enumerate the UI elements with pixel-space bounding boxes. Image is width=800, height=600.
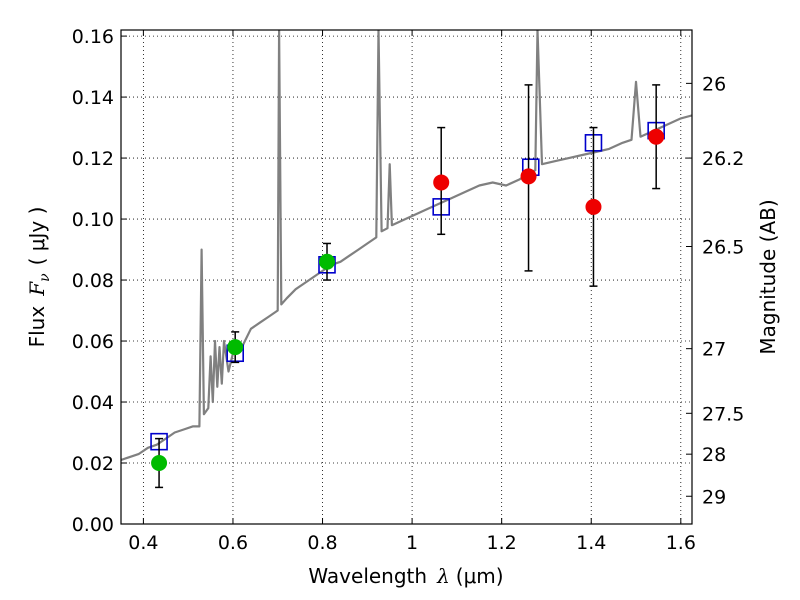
- observed-point: [520, 168, 537, 185]
- x-axis-title: Wavelength λ (μm): [308, 564, 503, 588]
- y2-tick-label: 27.5: [702, 403, 744, 425]
- y-tick-label: 0.14: [72, 87, 114, 109]
- y-tick-label: 0.10: [72, 209, 114, 231]
- y-tick-label: 0.08: [72, 270, 114, 292]
- plot-area: [121, 30, 692, 489]
- observed-point: [151, 455, 168, 472]
- observed-point: [585, 198, 602, 215]
- y2-tick-label: 26: [702, 73, 726, 95]
- y-tick-label: 0.00: [72, 514, 114, 536]
- x-tick-label: 0.8: [307, 532, 337, 554]
- y2-tick-label: 26.2: [702, 148, 744, 170]
- y-tick-label: 0.06: [72, 331, 114, 353]
- y2-tick-label: 28: [702, 444, 726, 466]
- x-tick-label: 1.2: [487, 532, 517, 554]
- y2-tick-label: 26.5: [702, 237, 744, 259]
- y-tick-label: 0.02: [72, 453, 114, 475]
- x-tick-label: 1.4: [576, 532, 606, 554]
- plot-frame: [120, 29, 693, 525]
- y-tick-label: 0.04: [72, 392, 114, 414]
- observed-point: [227, 339, 244, 356]
- x-tick-label: 1: [406, 532, 418, 554]
- x-tick-label: 0.6: [218, 532, 248, 554]
- observed-point: [648, 128, 665, 145]
- observed-point: [433, 174, 450, 191]
- x-tick-label: 0.4: [128, 532, 158, 554]
- sed-model-line: [121, 30, 692, 462]
- ticks: 0.4 0.6 0.8 1 1.2 1.4 1.6 0.00 0.02 0.04 0.06 0.08 0…: [72, 26, 745, 554]
- y-tick-label: 0.16: [72, 26, 114, 48]
- y-tick-label: 0.12: [72, 148, 114, 170]
- y2-tick-label: 29: [702, 486, 726, 508]
- y2-tick-label: 27: [702, 339, 726, 361]
- y-axis-title: FluxFν( μJy ): [25, 207, 53, 348]
- y2-axis-title: Magnitude (AB): [756, 199, 780, 354]
- x-tick-label: 1.6: [666, 532, 696, 554]
- grid: [121, 30, 692, 525]
- observed-point: [319, 253, 336, 270]
